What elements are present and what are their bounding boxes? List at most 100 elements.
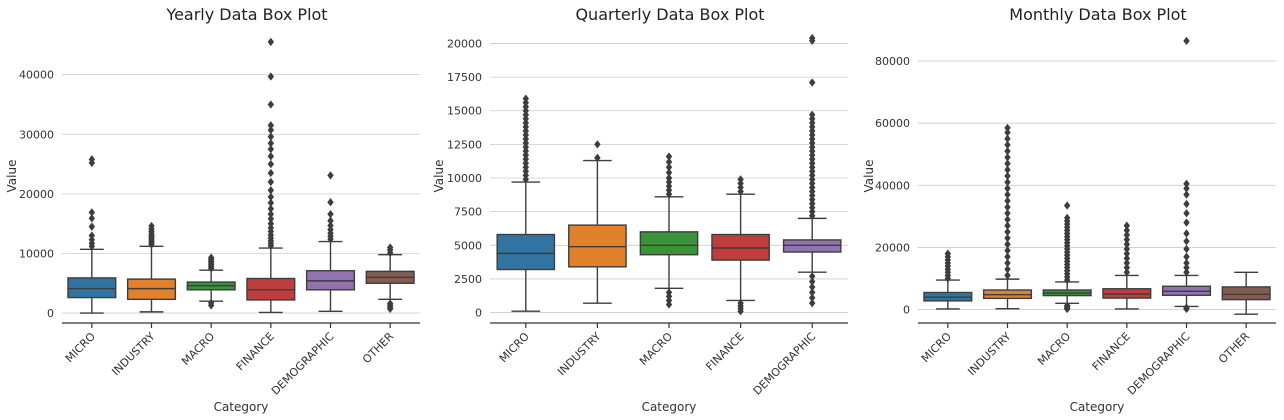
outlier-point (207, 298, 215, 308)
x-tick-label: MICRO (63, 330, 98, 365)
chart-title: Yearly Data Box Plot (165, 5, 327, 24)
box-demographic (305, 171, 356, 312)
y-tick-label: 15000 (447, 105, 482, 118)
outlier-point (1123, 240, 1131, 249)
outlier-point (267, 198, 275, 207)
outlier-point (267, 204, 275, 213)
y-tick-label: 40000 (19, 69, 54, 82)
box-macro (1042, 201, 1092, 314)
box-finance (711, 175, 770, 316)
outlier-point (665, 288, 673, 297)
box-finance (246, 37, 296, 314)
iqr-box (496, 233, 556, 271)
outlier-point (1123, 249, 1131, 258)
outlier-point (594, 153, 601, 162)
outlier-point (1183, 36, 1190, 46)
outlier-point (327, 221, 334, 230)
outlier-point (809, 277, 816, 286)
x-tick-label: OTHER (360, 330, 396, 366)
box-industry (982, 123, 1033, 310)
outlier-point (1004, 184, 1011, 193)
outlier-point (267, 177, 275, 187)
box-demographic (1161, 36, 1212, 314)
outlier-point (665, 173, 673, 183)
x-tick-label: MICRO (919, 330, 954, 365)
outlier-point (327, 225, 334, 234)
outlier-point (665, 163, 673, 172)
outlier-point (1004, 209, 1011, 218)
y-tick-label: 7500 (454, 206, 482, 219)
y-axis-label: Value (432, 160, 446, 193)
box-micro (923, 249, 973, 310)
outlier-point (267, 219, 275, 228)
chart-panel-2: Quarterly Data Box Plot 0 2500 5000 7500 1000… (432, 5, 848, 414)
outlier-point (1123, 258, 1131, 268)
outlier-point (665, 152, 673, 161)
outlier-point (1183, 179, 1190, 188)
outlier-point (1123, 268, 1131, 277)
outlier-point (1183, 184, 1190, 193)
outlier-point (522, 94, 529, 103)
box-micro (67, 155, 117, 314)
outlier-point (207, 253, 215, 262)
outlier-point (267, 214, 275, 224)
outlier-point (267, 72, 275, 81)
outlier-point (1183, 190, 1190, 199)
x-tick-label: FINANCE (1090, 330, 1133, 373)
outlier-point (1183, 268, 1190, 277)
outlier-point (1004, 258, 1011, 268)
box-demographic (782, 33, 842, 308)
outlier-point (1183, 263, 1190, 272)
y-tick-label: 0 (903, 304, 910, 317)
outlier-point (267, 152, 275, 161)
outlier-point (267, 139, 275, 148)
outlier-point (809, 110, 816, 119)
outlier-point (1004, 215, 1011, 224)
outlier-point (1123, 221, 1131, 230)
outlier-point (327, 216, 334, 225)
box-micro (496, 94, 556, 312)
y-tick-label: 10000 (19, 247, 54, 260)
x-axis-label: Category (642, 400, 697, 414)
outlier-point (267, 186, 275, 195)
outlier-point (1123, 235, 1131, 244)
x-tick-label: DEMOGRAPHIC (269, 330, 337, 398)
y-tick-label: 20000 (875, 241, 910, 254)
outlier-point (737, 299, 744, 308)
outlier-point (1183, 199, 1190, 209)
outlier-point (88, 208, 96, 217)
x-tick-label: DEMOGRAPHIC (1125, 330, 1193, 398)
outlier-point (267, 125, 275, 135)
y-tick-label: 0 (47, 307, 54, 320)
box-other (1221, 271, 1271, 315)
outlier-point (327, 198, 334, 207)
outlier-point (1004, 271, 1011, 280)
chart-title: Quarterly Data Box Plot (575, 5, 764, 24)
outlier-point (88, 222, 96, 231)
outlier-point (1183, 244, 1190, 254)
outlier-point (1004, 134, 1011, 143)
outlier-point (1123, 263, 1131, 272)
outlier-point (1183, 229, 1190, 238)
y-tick-label: 80000 (875, 55, 910, 68)
x-tick-label: INDUSTRY (965, 330, 1014, 379)
outlier-point (944, 249, 952, 258)
outlier-point (1004, 178, 1011, 187)
x-tick-label: OTHER (1216, 330, 1252, 366)
outlier-point (1004, 140, 1011, 150)
outlier-point (1063, 201, 1071, 210)
outlier-point (1183, 218, 1190, 227)
outlier-point (737, 175, 744, 184)
outlier-point (809, 78, 816, 87)
outlier-point (267, 37, 275, 47)
outlier-point (809, 288, 816, 297)
outlier-point (1183, 258, 1190, 268)
chart-title: Monthly Data Box Plot (1009, 5, 1186, 24)
y-tick-label: 20000 (447, 37, 482, 50)
outlier-point (386, 299, 394, 308)
outlier-point (809, 282, 816, 292)
outlier-point (267, 209, 275, 219)
outlier-point (1004, 227, 1011, 237)
iqr-box (1221, 286, 1271, 301)
